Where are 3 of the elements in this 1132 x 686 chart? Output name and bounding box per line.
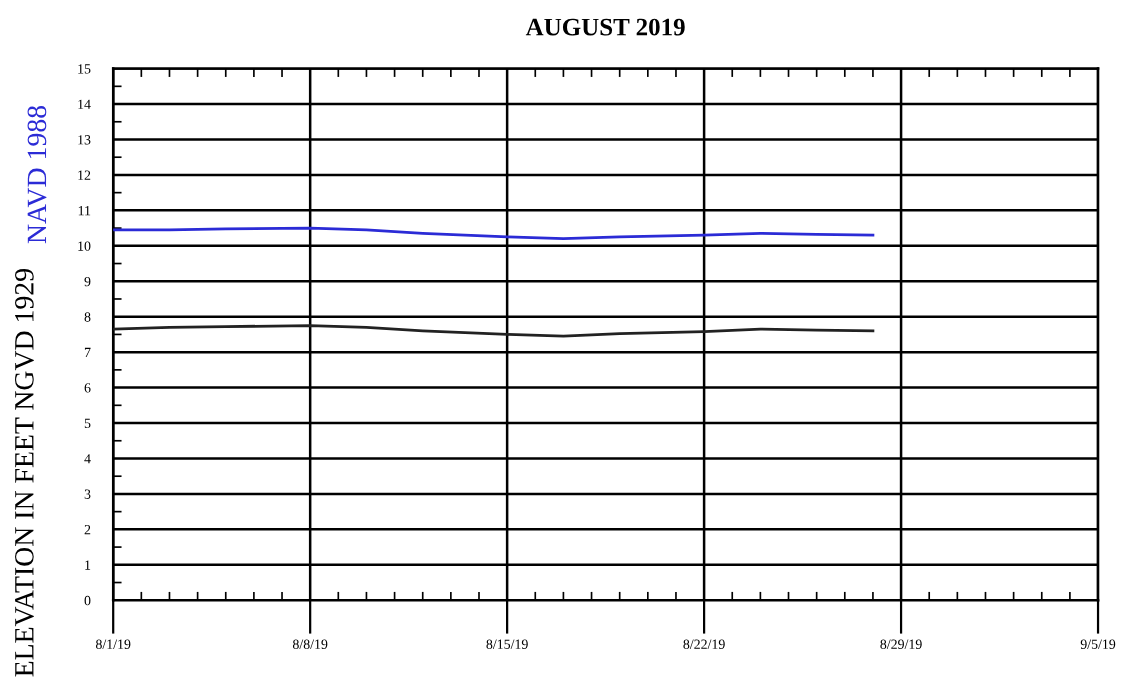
text: NAVD 1988 xyxy=(27,105,47,244)
y-axis-title: ELEVATION IN FEET NGVD 1929 xyxy=(15,269,34,677)
chart-title: AUGUST 2019 xyxy=(525,18,685,36)
